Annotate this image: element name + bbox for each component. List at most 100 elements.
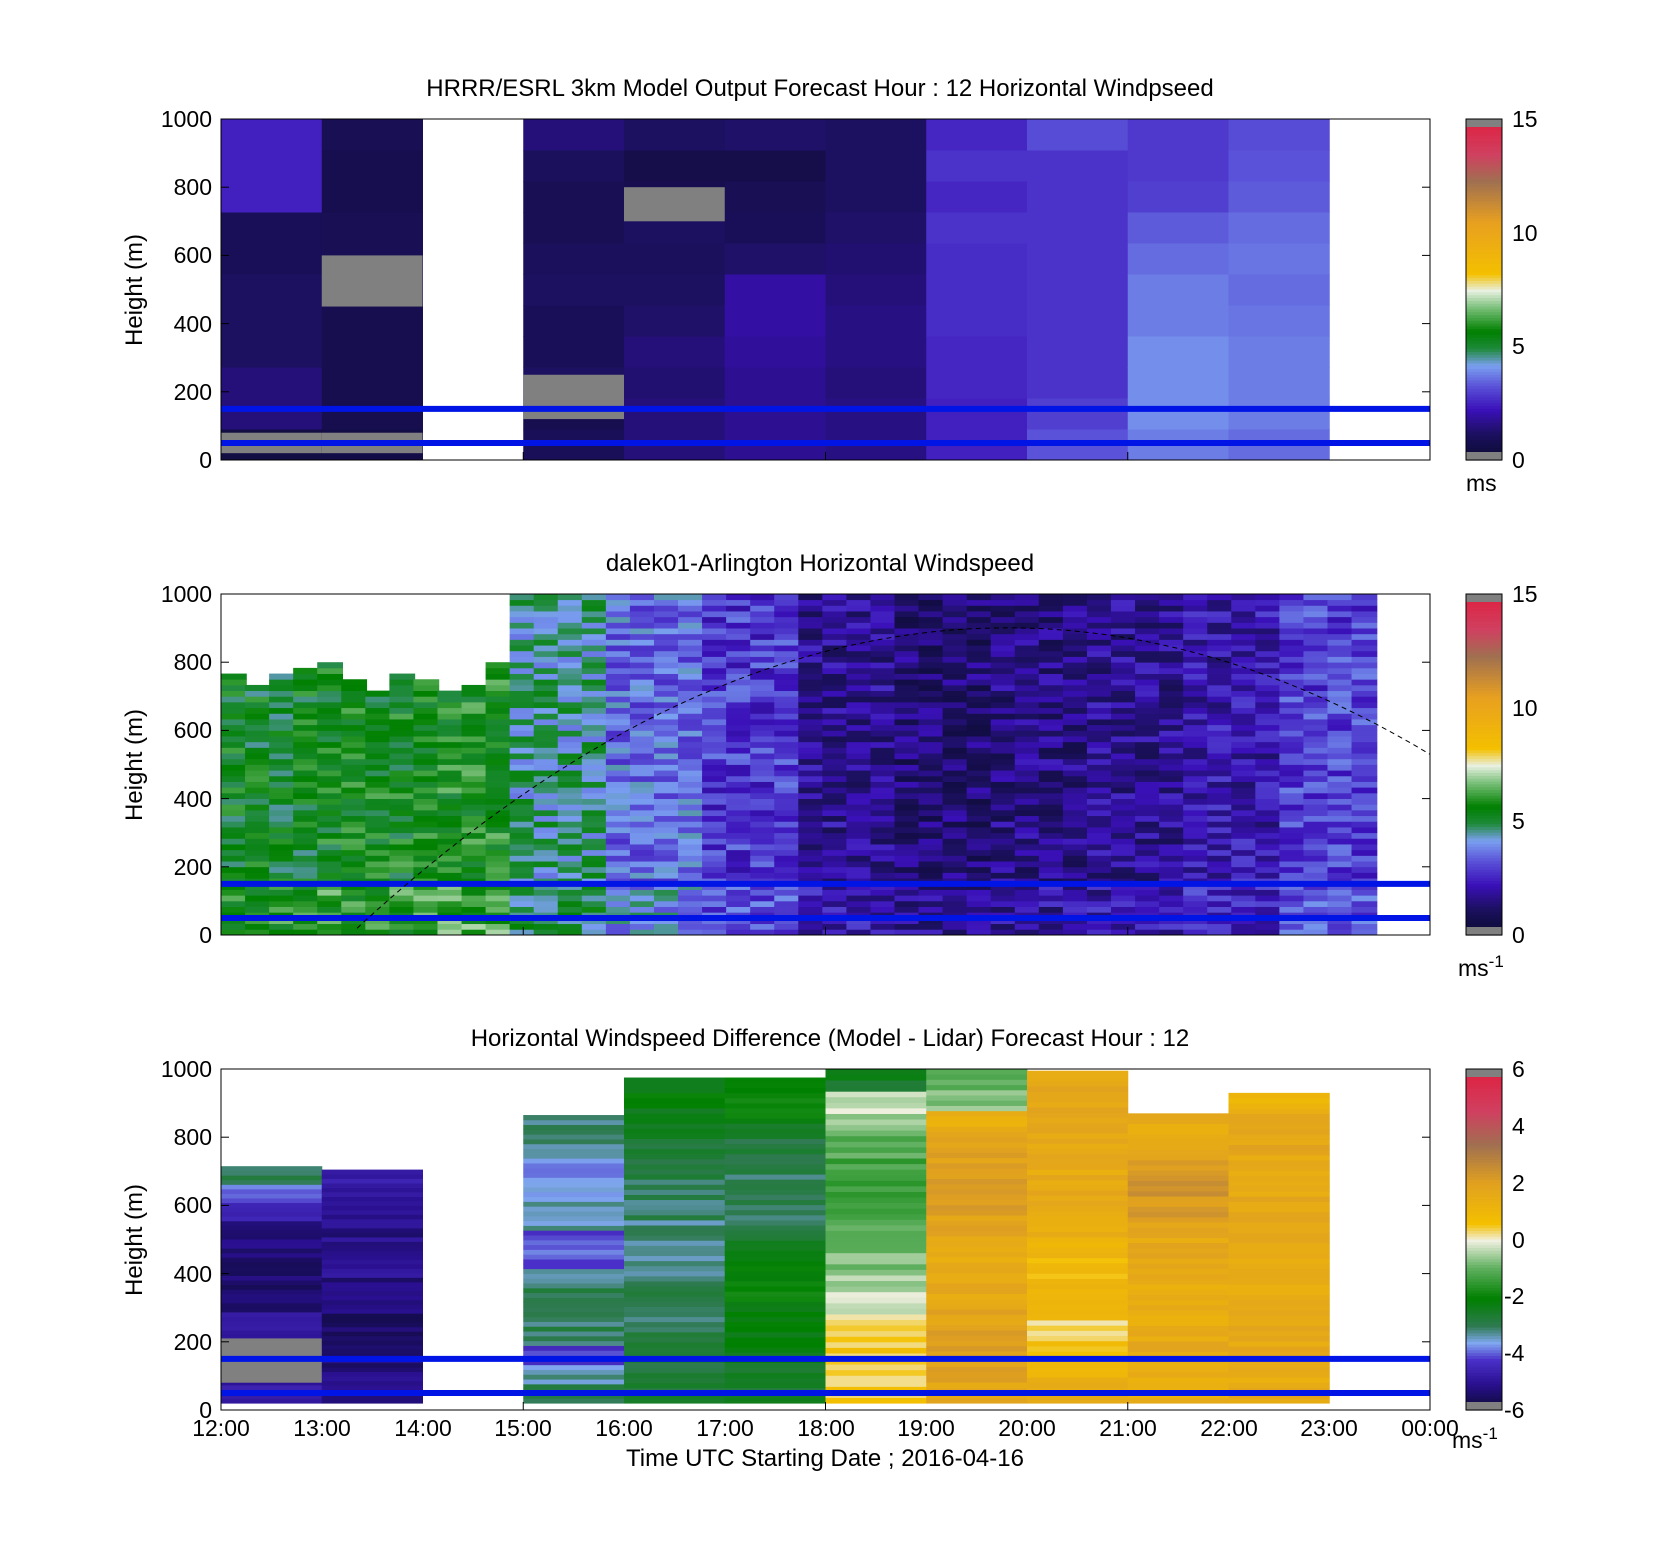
lidar-cell — [653, 639, 680, 646]
difference-cell — [321, 1367, 423, 1373]
lidar-cell — [798, 889, 825, 896]
lidar-cell — [341, 809, 368, 817]
difference-cell — [825, 1185, 927, 1192]
colorbar-segment — [1466, 428, 1502, 433]
lidar-cell — [1014, 758, 1041, 765]
colorbar-segment — [1466, 1088, 1502, 1093]
lidar-cell — [1014, 611, 1041, 618]
colorbar-segment — [1466, 744, 1502, 749]
lidar-cell — [726, 724, 752, 731]
difference-ytick-label: 400 — [174, 1261, 212, 1287]
difference-cell — [523, 1230, 625, 1236]
lidar-cell — [581, 770, 608, 777]
difference-cell — [523, 1124, 625, 1130]
difference-colorbar-tick: 0 — [1512, 1227, 1525, 1253]
lidar-cell — [1351, 656, 1378, 663]
lidar-cell — [1111, 667, 1137, 674]
difference-cell — [724, 1342, 826, 1348]
colorbar-segment — [1466, 1142, 1502, 1147]
lidar-cell — [822, 679, 849, 686]
colorbar-segment — [1466, 1097, 1502, 1101]
lidar-cell — [870, 929, 897, 936]
difference-cell — [825, 1369, 927, 1376]
lidar-cell — [918, 906, 945, 913]
lidar-cell — [1279, 707, 1306, 714]
lidar-cell — [1183, 872, 1209, 879]
difference-cell — [1127, 1346, 1229, 1352]
difference-cell — [825, 1230, 927, 1237]
lidar-cell — [1014, 849, 1041, 856]
lidar-cell — [533, 821, 560, 828]
lidar-cell — [1207, 645, 1234, 652]
lidar-cell — [413, 764, 440, 771]
difference-cell — [926, 1283, 1028, 1289]
difference-cell — [1228, 1294, 1330, 1301]
lidar-cell — [557, 804, 584, 811]
difference-cell — [724, 1123, 826, 1129]
lidar-cell — [1014, 701, 1041, 709]
lidar-cell — [1231, 713, 1258, 720]
lidar-cell — [221, 815, 247, 822]
lidar-cell — [557, 673, 584, 680]
lidar-cell — [1231, 917, 1258, 925]
lidar-cell — [1111, 707, 1137, 714]
lidar-cell — [750, 883, 776, 890]
lidar-cell — [1135, 736, 1161, 743]
lidar-cell — [485, 923, 512, 930]
lidar-cell — [1086, 719, 1113, 726]
lidar-cell — [341, 724, 368, 731]
lidar-cell — [702, 611, 728, 618]
difference-cell — [624, 1398, 726, 1404]
lidar-cell — [990, 747, 1017, 754]
lidar-cell — [245, 809, 271, 817]
lidar-cell — [1183, 724, 1209, 731]
lidar-cell — [509, 838, 536, 845]
lidar-cell — [798, 667, 825, 674]
lidar-cell — [678, 838, 704, 845]
lidar-cell — [1159, 889, 1185, 896]
model-cell — [523, 212, 625, 244]
lidar-cell — [1086, 679, 1113, 686]
colorbar-segment — [1466, 317, 1502, 322]
lidar-cell — [245, 844, 271, 851]
lidar-cell — [437, 883, 464, 890]
lidar-cell — [581, 684, 608, 692]
lidar-cell — [822, 861, 849, 868]
lidar-cell — [870, 673, 897, 680]
lidar-cell — [1062, 707, 1089, 714]
difference-cell — [926, 1236, 1028, 1242]
lidar-cell — [221, 895, 247, 902]
lidar-cell — [269, 827, 295, 834]
lidar-cell — [1207, 917, 1234, 925]
lidar-cell — [533, 594, 560, 601]
lidar-cell — [1038, 599, 1065, 606]
lidar-cell — [1207, 787, 1234, 794]
colorbar-segment — [1466, 883, 1502, 888]
difference-cell — [724, 1306, 826, 1312]
colorbar-overflow — [1466, 119, 1502, 127]
lidar-cell — [1062, 747, 1089, 754]
difference-cell — [624, 1296, 726, 1302]
lidar-cell — [798, 673, 825, 680]
colorbar-segment — [1466, 1100, 1502, 1104]
lidar-cell — [846, 628, 873, 635]
lidar-cell — [581, 781, 608, 788]
lidar-cell — [605, 775, 632, 782]
lidar-cell — [509, 667, 536, 674]
lidar-cell — [1351, 599, 1378, 606]
lidar-cell — [1279, 827, 1306, 834]
lidar-cell — [1351, 707, 1378, 714]
difference-cell — [1228, 1289, 1330, 1295]
lidar-cell — [557, 929, 584, 936]
lidar-cell — [653, 917, 680, 925]
lidar-cell — [1086, 707, 1113, 714]
lidar-cell — [1111, 730, 1137, 737]
lidar-cell — [1086, 753, 1113, 760]
difference-cell — [1228, 1346, 1330, 1352]
difference-cell — [724, 1398, 826, 1404]
lidar-cell — [894, 787, 921, 794]
lidar-cell — [509, 696, 536, 703]
lidar-cell — [1207, 741, 1234, 748]
lidar-cell — [629, 781, 656, 788]
difference-cell — [825, 1202, 927, 1209]
